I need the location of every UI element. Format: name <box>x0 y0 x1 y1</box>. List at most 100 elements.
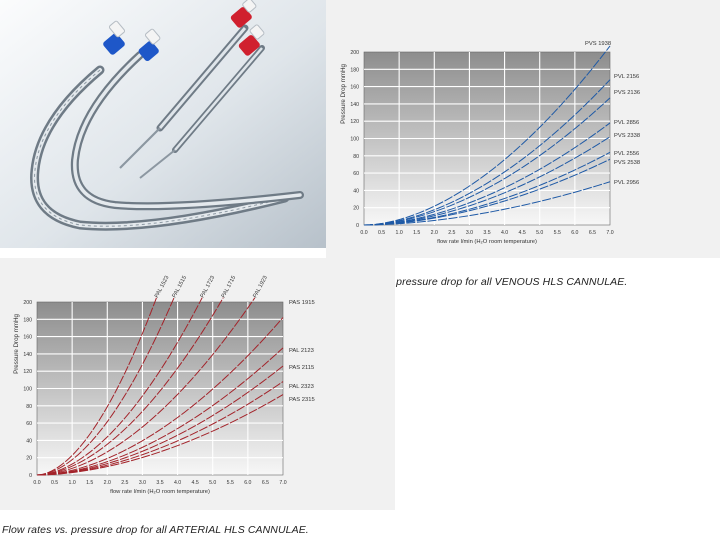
series-label: PVL 2156 <box>614 74 639 80</box>
series-line <box>363 158 611 226</box>
series-label: PVS 2538 <box>614 160 640 166</box>
series-label: PAS 2115 <box>289 365 314 371</box>
x-tick-label: 0.5 <box>378 230 385 236</box>
y-tick-label: 0 <box>29 473 32 479</box>
x-tick-label: 6.5 <box>262 480 269 486</box>
x-tick-label: 0.0 <box>360 230 367 236</box>
x-tick-label: 4.0 <box>174 480 181 486</box>
y-axis-label: Pressure Drop mmHg <box>13 314 20 374</box>
x-tick-label: 6.0 <box>244 480 251 486</box>
series-line <box>36 297 256 476</box>
y-tick-label: 140 <box>350 102 359 108</box>
x-tick-label: 1.0 <box>396 230 403 236</box>
cannula-photo <box>0 0 326 248</box>
y-tick-label: 100 <box>350 137 359 143</box>
x-tick-label: 6.0 <box>571 230 578 236</box>
x-tick-label: 4.5 <box>519 230 526 236</box>
y-tick-label: 80 <box>26 404 32 410</box>
x-tick-label: 5.5 <box>554 230 561 236</box>
x-tick-label: 5.5 <box>227 480 234 486</box>
series-line <box>36 297 175 476</box>
y-tick-label: 200 <box>23 300 32 306</box>
venous-chart-panel: 0.0 0.5 1.0 1.5 2.0 2.5 3.0 3.5 4.0 4.5 5.0 5.5 6.0 6… <box>326 0 720 258</box>
x-tick-label: 3.0 <box>466 230 473 236</box>
series-line <box>363 151 611 226</box>
series-line <box>363 181 611 226</box>
venous-caption: Flow rates vs. pressure drop for all VEN… <box>327 276 628 288</box>
x-tick-label: 7.0 <box>606 230 613 236</box>
x-tick-label: 2.0 <box>431 230 438 236</box>
series-line <box>36 394 284 476</box>
y-tick-label: 160 <box>350 85 359 91</box>
y-tick-label: 20 <box>26 456 32 462</box>
y-tick-label: 40 <box>353 188 359 194</box>
x-axis-label: flow rate l/min (H₂O room temperature) <box>110 489 210 495</box>
x-tick-label: 6.5 <box>589 230 596 236</box>
cannula-illustration <box>0 0 326 248</box>
x-tick-label: 4.0 <box>501 230 508 236</box>
series-line <box>36 297 224 476</box>
y-tick-label: 0 <box>356 223 359 229</box>
y-tick-label: 120 <box>350 119 359 125</box>
y-tick-label: 100 <box>23 387 32 393</box>
series-line <box>363 45 611 226</box>
y-tick-label: 80 <box>353 154 359 160</box>
series-label: PVS 1938 <box>585 41 611 47</box>
arterial-caption: Flow rates vs. pressure drop for all ART… <box>2 524 309 536</box>
y-tick-label: 140 <box>23 352 32 358</box>
series-label: PAL 1515 <box>172 275 189 299</box>
x-tick-label: 1.0 <box>69 480 76 486</box>
x-tick-label: 2.0 <box>104 480 111 486</box>
series-label: PVS 2338 <box>614 133 640 139</box>
series-line <box>36 347 284 476</box>
y-tick-label: 200 <box>350 50 359 56</box>
y-tick-label: 180 <box>350 67 359 73</box>
series-line <box>36 381 284 476</box>
series-line <box>36 365 284 476</box>
series-label: PAL 1723 <box>200 275 217 299</box>
series-label: PAS 1915 <box>289 300 315 306</box>
x-tick-label: 1.5 <box>86 480 93 486</box>
x-tick-label: 3.5 <box>483 230 490 236</box>
series-line <box>363 97 611 226</box>
red-connector-2 <box>238 24 265 56</box>
x-tick-label: 1.5 <box>413 230 420 236</box>
x-tick-label: 4.5 <box>192 480 199 486</box>
x-tick-label: 0.5 <box>51 480 58 486</box>
y-tick-label: 120 <box>23 369 32 375</box>
x-tick-label: 3.5 <box>156 480 163 486</box>
series-label: PVL 2856 <box>614 120 639 126</box>
blue-connector-1 <box>103 20 126 55</box>
y-tick-label: 180 <box>23 317 32 323</box>
series-label: PAL 1523 <box>154 275 171 299</box>
series-label: PVS 2136 <box>614 90 640 96</box>
red-connector-1 <box>230 0 257 28</box>
y-tick-label: 60 <box>353 171 359 177</box>
y-tick-label: 160 <box>23 335 32 341</box>
x-tick-label: 7.0 <box>279 480 286 486</box>
x-tick-label: 5.0 <box>209 480 216 486</box>
arterial-chart: 0.0 0.5 1.0 1.5 2.0 2.5 3.0 3.5 4.0 4.5 5.0 5.5 6.0 6… <box>13 275 315 495</box>
series-label: PVL 2956 <box>614 180 639 186</box>
series-label: PAL 1715 <box>221 275 238 299</box>
x-axis-label: flow rate l/min (H₂O room temperature) <box>437 239 537 245</box>
y-tick-label: 40 <box>26 438 32 444</box>
y-axis-label: Pressure Drop mmHg <box>340 64 347 124</box>
series-label: PVL 2556 <box>614 151 639 157</box>
series-label: PAL 2323 <box>289 384 314 390</box>
series-line <box>363 122 611 226</box>
x-tick-label: 2.5 <box>121 480 128 486</box>
x-tick-label: 3.0 <box>139 480 146 486</box>
series-line <box>36 317 284 476</box>
y-tick-label: 60 <box>26 421 32 427</box>
series-line <box>36 297 203 476</box>
x-tick-label: 2.5 <box>448 230 455 236</box>
series-label: PAL 1923 <box>252 275 269 299</box>
x-tick-label: 0.0 <box>33 480 40 486</box>
series-line <box>36 297 157 476</box>
series-line <box>363 79 611 226</box>
venous-chart: 0.0 0.5 1.0 1.5 2.0 2.5 3.0 3.5 4.0 4.5 5.0 5.5 6.0 6… <box>340 41 640 245</box>
y-tick-label: 20 <box>353 206 359 212</box>
series-label: PAS 2315 <box>289 397 315 403</box>
series-line <box>363 136 611 226</box>
